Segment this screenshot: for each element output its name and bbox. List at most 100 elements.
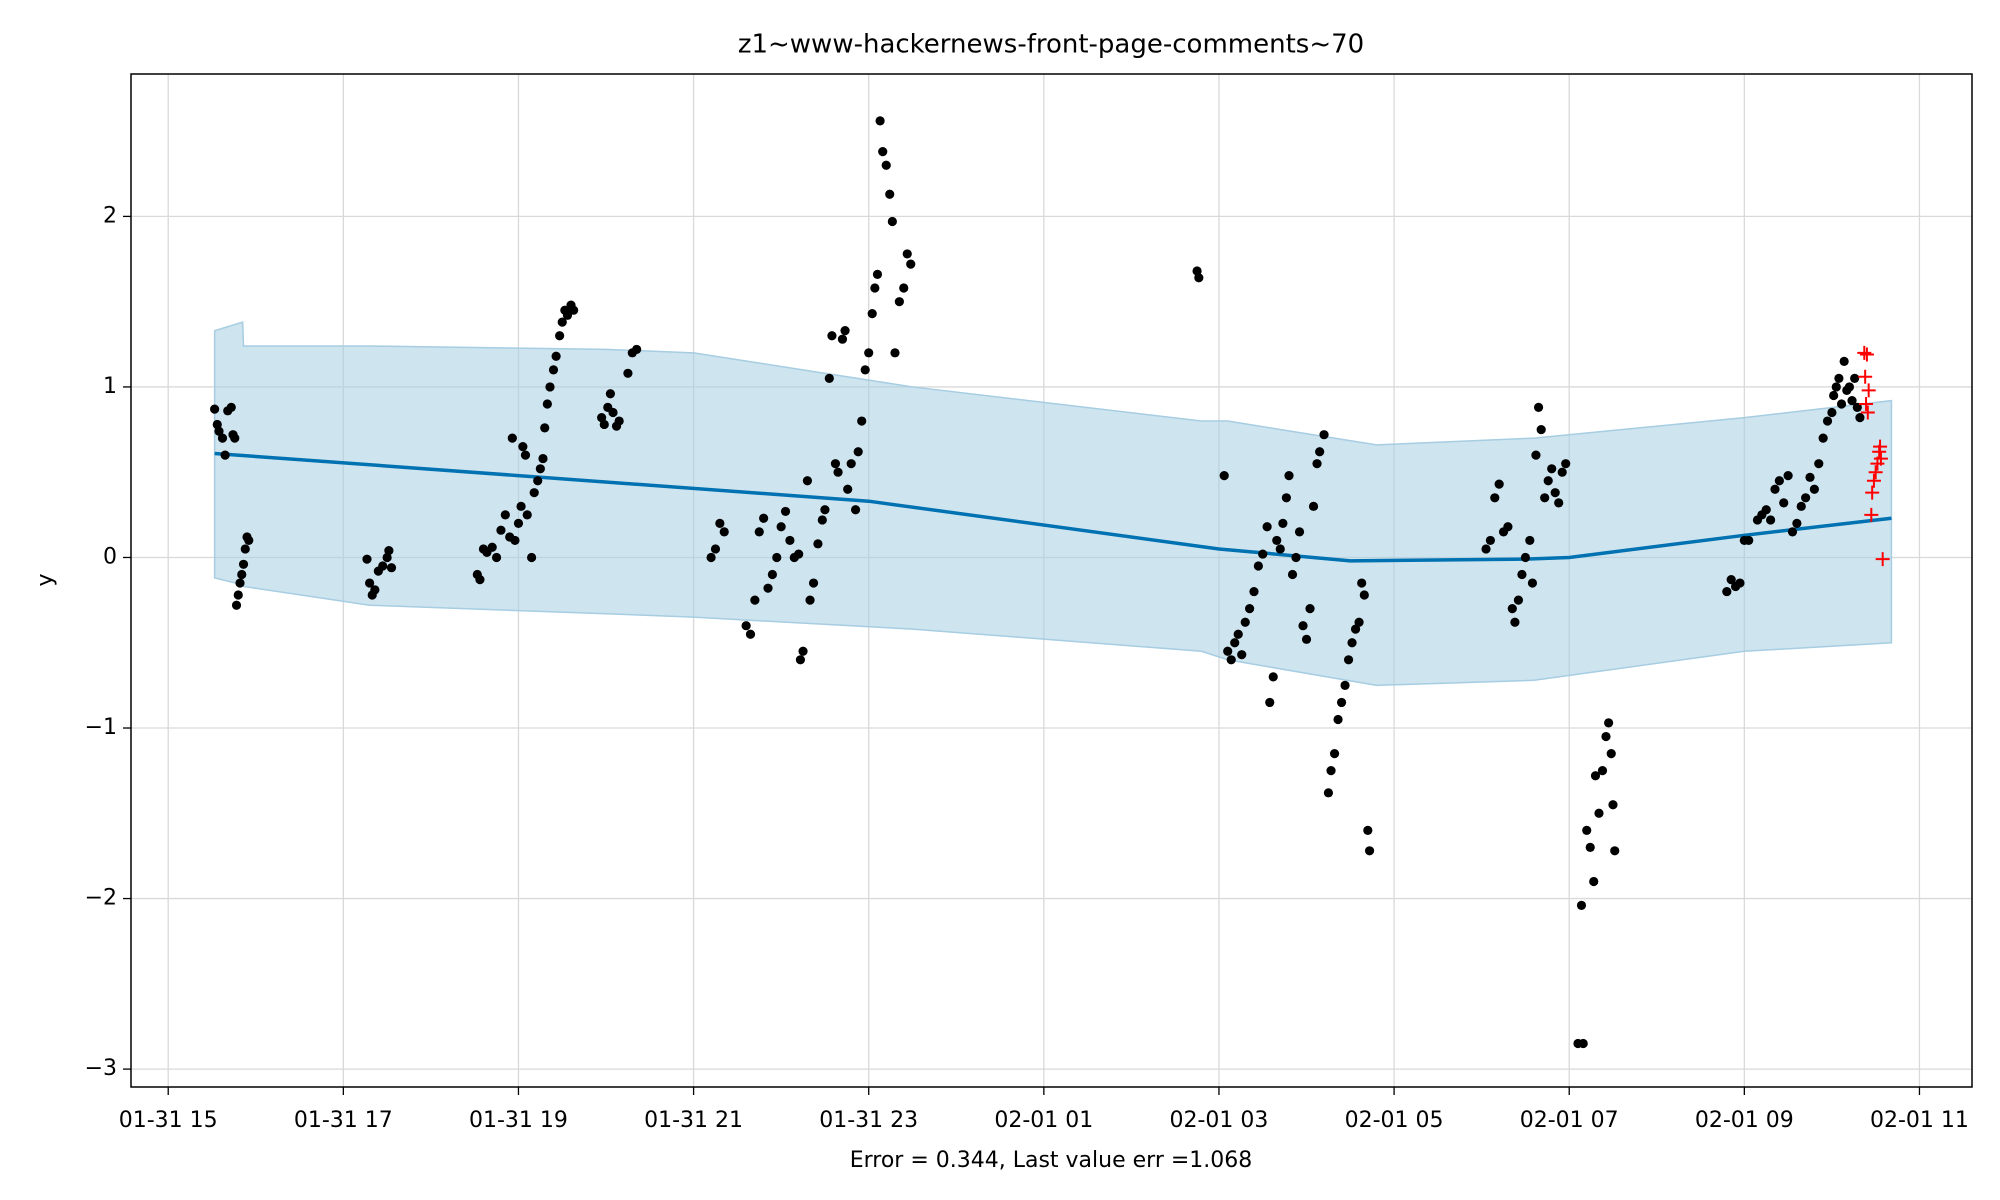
observed-point	[1582, 825, 1592, 835]
future-point	[1865, 485, 1880, 500]
observed-point	[805, 595, 815, 605]
observed-point	[557, 317, 567, 327]
observed-point	[1770, 484, 1780, 494]
observed-point	[1284, 471, 1294, 481]
observed-point	[902, 249, 912, 259]
observed-point	[1517, 569, 1527, 580]
observed-point	[846, 459, 856, 469]
observed-point	[776, 522, 786, 532]
observed-point	[548, 365, 559, 375]
observed-point	[238, 559, 249, 569]
observed-point	[1230, 638, 1240, 648]
observed-point	[545, 382, 555, 392]
observed-point	[1258, 549, 1268, 559]
observed-point	[526, 552, 537, 563]
observed-point	[745, 629, 756, 639]
observed-point	[1550, 488, 1560, 498]
observed-point	[475, 575, 485, 585]
observed-point	[1533, 402, 1544, 413]
observed-point	[867, 309, 877, 319]
observed-point	[240, 544, 250, 554]
observed-point	[785, 535, 795, 546]
observed-point	[853, 447, 863, 457]
observed-point	[496, 525, 506, 535]
observed-point	[808, 578, 819, 588]
observed-point	[1481, 544, 1491, 554]
x-tick-label: 02-01 01	[994, 1108, 1093, 1133]
observed-point	[1319, 430, 1329, 440]
observed-point	[1536, 424, 1546, 435]
observed-point	[1350, 624, 1361, 634]
future-point	[1860, 405, 1875, 420]
observed-point	[827, 331, 837, 341]
x-tick-label: 02-01 11	[1870, 1108, 1969, 1133]
observed-point	[1354, 617, 1364, 627]
observed-point	[759, 513, 769, 523]
observed-point	[614, 416, 624, 426]
x-tick-label: 01-31 17	[294, 1108, 393, 1133]
observed-point	[894, 297, 904, 307]
observed-point	[1831, 382, 1841, 392]
observed-point	[214, 426, 224, 436]
x-tick-label: 01-31 23	[819, 1108, 918, 1133]
observed-point	[226, 402, 236, 413]
observed-point	[1834, 373, 1844, 384]
observed-point	[1298, 621, 1308, 631]
observed-point	[378, 561, 388, 571]
observed-point	[1301, 634, 1312, 644]
observed-point	[362, 554, 372, 564]
observed-point	[1343, 655, 1354, 665]
observed-point	[870, 283, 880, 293]
observed-point	[1585, 842, 1595, 852]
x-tick-label: 02-01 05	[1345, 1108, 1444, 1133]
observed-point	[1237, 650, 1247, 660]
observed-point	[237, 569, 247, 580]
y-tick-label: 2	[103, 203, 117, 228]
observed-point	[857, 416, 867, 426]
future-point	[1873, 439, 1888, 454]
observed-point	[1589, 876, 1599, 887]
observed-point	[1839, 356, 1849, 366]
observed-point	[1485, 535, 1496, 546]
observed-point	[1364, 846, 1375, 856]
observed-point	[1594, 808, 1604, 818]
observed-point	[1194, 273, 1204, 283]
observed-point	[1510, 617, 1520, 627]
observed-point	[1590, 771, 1601, 781]
observed-point	[535, 464, 545, 474]
observed-point	[365, 578, 375, 588]
observed-point	[881, 160, 891, 170]
x-tick-label: 02-01 07	[1520, 1108, 1619, 1133]
observed-point	[719, 527, 729, 537]
observed-point	[1829, 390, 1839, 401]
y-tick-label: −1	[85, 715, 117, 740]
observed-point	[1494, 479, 1504, 489]
observed-point	[1818, 433, 1828, 443]
observed-point	[555, 331, 565, 341]
observed-point	[1245, 604, 1255, 614]
observed-point	[1543, 476, 1553, 486]
observed-point	[1253, 561, 1263, 571]
observed-point	[1744, 535, 1754, 546]
observed-point	[1249, 586, 1259, 597]
observed-point	[1336, 697, 1347, 708]
observed-point	[487, 542, 497, 552]
observed-point	[1507, 604, 1517, 614]
observed-point	[1855, 413, 1865, 423]
observed-point	[715, 518, 725, 528]
observed-point	[1272, 535, 1282, 546]
observed-point	[1578, 1038, 1588, 1049]
y-axis-label: y	[33, 573, 58, 586]
observed-point	[1844, 382, 1855, 392]
observed-point	[906, 259, 916, 269]
uncertainty-band	[213, 321, 1893, 687]
observed-point	[533, 476, 543, 486]
observed-point	[231, 600, 242, 610]
observed-point	[370, 585, 380, 595]
observed-point	[1608, 800, 1618, 810]
observed-point	[1287, 569, 1298, 580]
x-tick-label: 02-01 09	[1695, 1108, 1794, 1133]
observed-point	[1576, 900, 1587, 910]
observed-point	[1291, 552, 1301, 563]
observed-point	[1357, 578, 1367, 588]
